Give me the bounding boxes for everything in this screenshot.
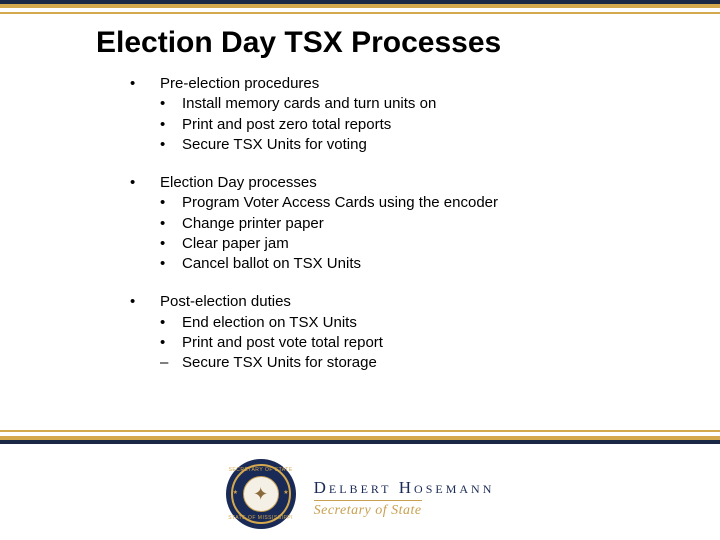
section-heading: Election Day processes	[160, 173, 317, 193]
item-text: Clear paper jam	[182, 234, 289, 254]
bullet-icon: –	[160, 353, 182, 373]
bullet-icon: •	[160, 94, 182, 114]
item-text: Change printer paper	[182, 214, 324, 234]
bullet-icon: •	[160, 333, 182, 353]
list-item: •Print and post vote total report	[160, 333, 720, 353]
page-title: Election Day TSX Processes	[0, 14, 720, 74]
bullet-icon: •	[160, 135, 182, 155]
item-text: Secure TSX Units for storage	[182, 353, 377, 373]
item-text: Program Voter Access Cards using the enc…	[182, 193, 498, 213]
eagle-icon: ✦	[249, 482, 273, 506]
bullet-icon: •	[130, 292, 160, 312]
bullet-icon: •	[160, 234, 182, 254]
item-text: Print and post zero total reports	[182, 115, 391, 135]
bullet-icon: •	[160, 115, 182, 135]
item-text: End election on TSX Units	[182, 313, 357, 333]
footer-name-block: Delbert Hosemann Secretary of State	[314, 470, 495, 519]
list-item: •Print and post zero total reports	[160, 115, 720, 135]
seal-text-top: SECRETARY OF STATE	[226, 467, 296, 473]
section-pre-election: • Pre-election procedures •Install memor…	[130, 74, 720, 155]
star-icon: ★	[283, 489, 288, 496]
official-name: Delbert Hosemann	[314, 478, 495, 498]
bullet-icon: •	[130, 173, 160, 193]
list-item: –Secure TSX Units for storage	[160, 353, 720, 373]
top-decorative-bars	[0, 0, 720, 14]
list-item: •Cancel ballot on TSX Units	[160, 254, 720, 274]
seal-text-bottom: STATE OF MISSISSIPPI	[226, 515, 296, 521]
official-title: Secretary of State	[314, 500, 422, 519]
list-item: •Change printer paper	[160, 214, 720, 234]
item-text: Secure TSX Units for voting	[182, 135, 367, 155]
star-icon: ★	[233, 489, 238, 496]
list-item: •Install memory cards and turn units on	[160, 94, 720, 114]
item-text: Print and post vote total report	[182, 333, 383, 353]
list-item: •Clear paper jam	[160, 234, 720, 254]
section-election-day: • Election Day processes •Program Voter …	[130, 173, 720, 274]
list-item: •End election on TSX Units	[160, 313, 720, 333]
state-seal-icon: SECRETARY OF STATE ✦ ★ ★ STATE OF MISSIS…	[226, 459, 296, 529]
bullet-icon: •	[160, 313, 182, 333]
section-heading: Post-election duties	[160, 292, 291, 312]
item-text: Install memory cards and turn units on	[182, 94, 436, 114]
list-item: •Secure TSX Units for voting	[160, 135, 720, 155]
content-area: • Pre-election procedures •Install memor…	[0, 74, 720, 373]
bullet-icon: •	[160, 193, 182, 213]
bullet-icon: •	[160, 254, 182, 274]
item-text: Cancel ballot on TSX Units	[182, 254, 361, 274]
bullet-icon: •	[130, 74, 160, 94]
section-post-election: • Post-election duties •End election on …	[130, 292, 720, 373]
section-heading: Pre-election procedures	[160, 74, 319, 94]
list-item: •Program Voter Access Cards using the en…	[160, 193, 720, 213]
footer-decorative-bars	[0, 430, 720, 444]
bullet-icon: •	[160, 214, 182, 234]
footer: SECRETARY OF STATE ✦ ★ ★ STATE OF MISSIS…	[0, 448, 720, 540]
